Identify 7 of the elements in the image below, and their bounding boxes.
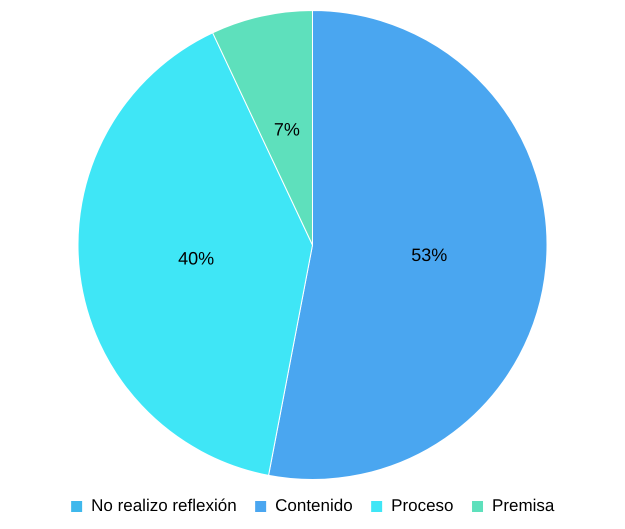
legend-label: No realizo reflexión: [91, 496, 237, 516]
data-label: 53%: [411, 245, 448, 266]
data-label: 7%: [274, 120, 300, 140]
legend-label: Contenido: [275, 496, 353, 516]
legend-label: Proceso: [391, 496, 454, 516]
data-label: 40%: [178, 248, 214, 269]
legend-label: Premisa: [492, 496, 555, 516]
